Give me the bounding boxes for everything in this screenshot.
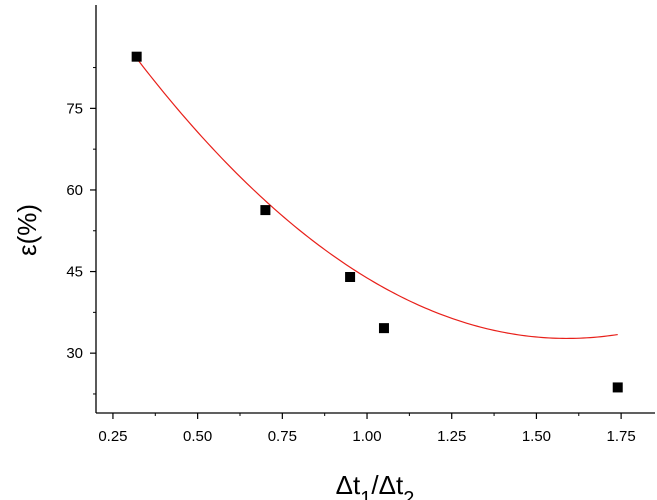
plot-frame [95,5,655,414]
y-tick-label: 45 [66,264,83,281]
data-points [131,51,623,393]
x-axis-title-sub2: 2 [403,488,414,500]
x-tick-label: 0.50 [183,428,212,445]
y-axis: 30 45 60 75 [66,67,96,395]
y-axis-title: ε(%) [12,204,42,256]
data-point [131,51,142,62]
x-tick-label: 1.75 [607,428,636,445]
data-point [260,205,271,216]
x-axis-title-sep: /Δt [371,470,404,500]
data-point [378,323,389,334]
fit-curve [136,57,618,340]
x-tick-label: 1.00 [352,428,381,445]
y-tick-label: 30 [66,345,83,362]
x-tick-label: 0.25 [98,428,127,445]
x-axis-title-sub1: 1 [360,488,371,500]
x-axis: 0.25 0.50 0.75 1.00 1.25 1.50 1.75 [98,413,636,445]
data-point [612,382,623,393]
fit-layer [136,57,618,340]
y-tick-label: 60 [66,182,83,199]
x-tick-label: 1.25 [437,428,466,445]
x-axis-title-part1: Δt [336,470,361,500]
x-tick-label: 1.50 [522,428,551,445]
data-point [345,272,356,282]
x-tick-label: 0.75 [268,428,297,445]
y-tick-label: 75 [66,100,83,117]
x-axis-title: Δt1/Δt2 [336,470,415,500]
